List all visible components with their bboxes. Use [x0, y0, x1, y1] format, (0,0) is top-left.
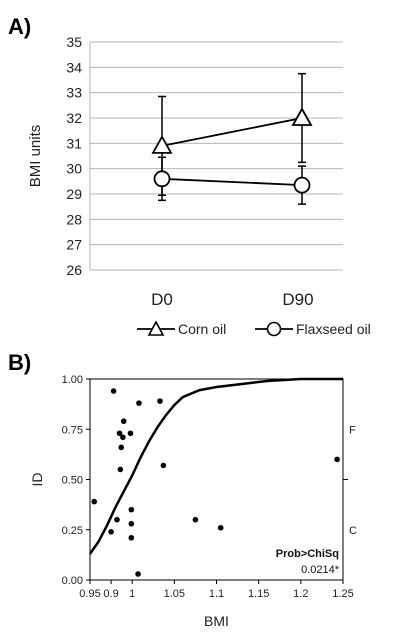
y-tick-label: 1.00 [62, 374, 83, 386]
y-tick-label: 0.00 [62, 575, 83, 587]
right-group-label: F [349, 424, 356, 436]
data-point [127, 430, 134, 437]
x-tick-label: 1.05 [164, 588, 185, 600]
y-tick-label: 0.25 [62, 525, 83, 537]
data-point [128, 520, 135, 527]
circle-point [153, 170, 171, 188]
x-tick-label: 1 [129, 588, 135, 600]
stat-title: Prob>ChiSq [276, 548, 339, 560]
x-tick-label: 1.2 [293, 588, 308, 600]
y-tick-label: 35 [66, 34, 82, 50]
data-point [192, 516, 199, 523]
x-tick-label: D0 [151, 290, 173, 309]
y-tick-label: 34 [66, 59, 82, 75]
data-point [114, 516, 120, 523]
y-tick-label: 32 [66, 110, 82, 126]
data-point [120, 418, 127, 425]
y-axis-label: ID [29, 473, 45, 487]
data-point [217, 524, 224, 531]
data-point [116, 430, 123, 437]
x-tick-label: 0.95 [79, 588, 100, 600]
data-point [108, 528, 114, 535]
y-tick-label: 30 [66, 161, 82, 177]
data-point [136, 400, 142, 406]
data-point [110, 388, 117, 394]
y-tick-label: 26 [66, 262, 82, 278]
y-tick-label: 28 [66, 211, 82, 227]
data-point [334, 456, 340, 463]
legend-label: Corn oil [178, 321, 226, 337]
y-axis-label: BMI units [27, 125, 44, 188]
x-tick-label: 0.9 [103, 588, 118, 600]
x-tick-label: 1.1 [209, 588, 224, 600]
data-point [120, 434, 126, 441]
x-tick-label: 1.25 [332, 588, 353, 600]
y-tick-label: 27 [66, 237, 82, 253]
x-tick-label: 1.15 [248, 588, 269, 600]
x-tick-label: D90 [282, 290, 313, 309]
stat-value: 0.0214* [301, 564, 340, 576]
series-line-1 [161, 177, 303, 187]
legend-label: Flaxseed oil [296, 321, 371, 337]
logistic-fit-curve [88, 377, 343, 555]
y-tick-label: 0.50 [62, 475, 83, 487]
series-line-0 [161, 117, 303, 147]
legend-triangle-marker [147, 320, 165, 336]
y-tick-label: 0.75 [62, 424, 83, 436]
data-point [128, 506, 135, 513]
legend-circle-marker [266, 321, 282, 337]
data-point [135, 571, 141, 577]
id-bmi-scatter-chart: 0.00 0.25 0.50 0.75 1.00 0.95 0.9 1 1.05 1.1 1.15 1… [29, 374, 357, 629]
right-group-label: C [349, 525, 357, 537]
data-point [118, 444, 125, 451]
circle-point [293, 176, 311, 194]
y-tick-label: 33 [66, 85, 82, 101]
bmi-line-chart: 26 27 28 29 30 31 32 33 34 35 BMI units D0 D90 Corn o… [27, 34, 371, 337]
y-tick-label: 31 [66, 135, 82, 151]
panel-b-label: B) [8, 350, 31, 375]
data-point [157, 398, 163, 404]
data-point [128, 534, 135, 541]
panel-a-label: A) [8, 14, 31, 39]
triangle-point [291, 107, 313, 126]
data-point [91, 498, 98, 505]
data-point [117, 466, 124, 473]
x-axis-label: BMI [204, 613, 229, 629]
data-point [160, 462, 167, 469]
y-tick-label: 29 [66, 186, 82, 202]
triangle-point [151, 135, 173, 154]
